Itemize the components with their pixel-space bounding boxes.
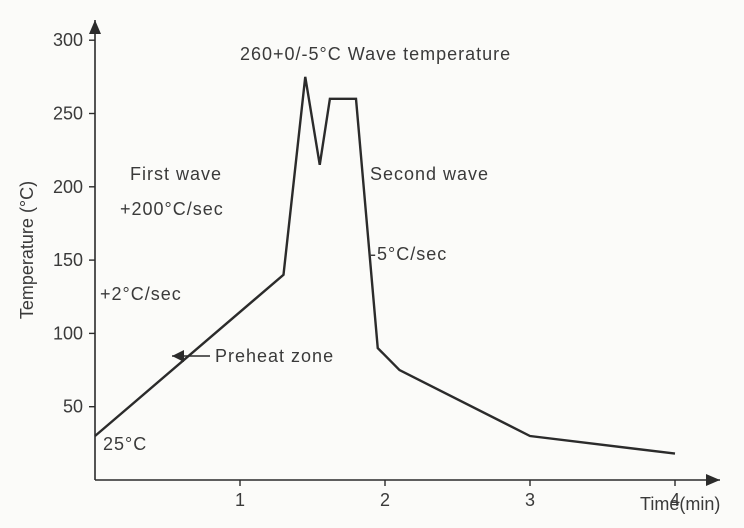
y-axis-arrow	[89, 20, 101, 34]
x-axis-label: Time(min)	[640, 494, 720, 514]
y-tick-label: 200	[53, 177, 83, 197]
x-tick-label: 3	[525, 490, 535, 510]
y-tick-label: 250	[53, 104, 83, 124]
y-tick-label: 100	[53, 323, 83, 343]
x-ticks: 1234	[235, 480, 680, 510]
wave-solder-profile-chart: 1234 50100150200250300 Time(min) Tempera…	[0, 0, 744, 528]
y-tick-label: 300	[53, 30, 83, 50]
y-axis-label: Temperature (°C)	[17, 181, 37, 319]
preheat-zone-label: Preheat zone	[215, 346, 334, 366]
second-wave-label: Second wave	[370, 164, 489, 184]
x-axis-arrow	[706, 474, 720, 486]
wave-temp-annotation: 260+0/-5°C Wave temperature	[240, 44, 511, 64]
y-tick-label: 150	[53, 250, 83, 270]
x-tick-label: 1	[235, 490, 245, 510]
preheat-arrow	[172, 350, 210, 362]
y-tick-label: 50	[63, 397, 83, 417]
rate-up-fast-label: +200°C/sec	[120, 199, 224, 219]
rate-up-slow-label: +2°C/sec	[100, 284, 182, 304]
rate-down-label: -5°C/sec	[370, 244, 447, 264]
first-wave-label: First wave	[130, 164, 222, 184]
x-tick-label: 2	[380, 490, 390, 510]
temperature-profile-line	[95, 77, 675, 454]
start-temp-label: 25°C	[103, 434, 147, 454]
y-ticks: 50 100 150 200 250 300	[53, 30, 95, 417]
